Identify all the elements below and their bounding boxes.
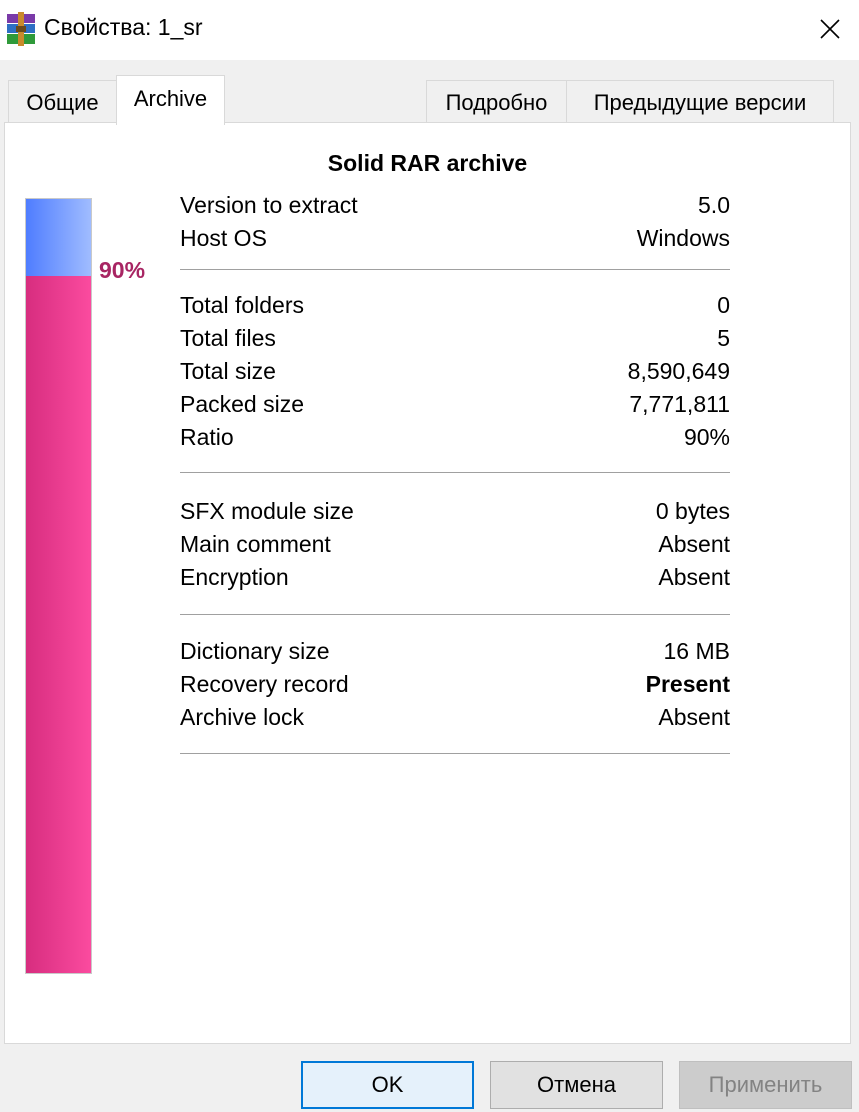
tab-archive[interactable]: Archive [116,75,225,125]
archive-type-heading: Solid RAR archive [327,150,528,176]
info-label: Version to extract [180,192,358,218]
info-label: SFX module size [180,498,354,524]
info-label: Main comment [180,531,331,557]
info-row: Total files 5 [180,322,730,355]
tab-details[interactable]: Подробно [426,80,567,124]
info-value: 8,590,649 [627,358,730,384]
info-row: Packed size 7,771,811 [180,388,730,421]
info-group: Dictionary size 16 MB Recovery record Prese… [180,615,730,754]
info-label: Total files [180,325,276,351]
info-label: Encryption [180,564,289,590]
info-value: 5 [717,325,730,351]
close-button[interactable] [800,0,859,58]
compression-ratio-bar [25,198,92,974]
info-value: 16 MB [663,638,730,664]
info-value: 0 [717,292,730,318]
tab-general[interactable]: Общие [8,80,117,124]
apply-button[interactable]: Применить [679,1061,852,1109]
info-row: Ratio 90% [180,421,730,454]
info-value: Absent [658,564,730,590]
info-row: Recovery record Present [180,668,730,701]
cancel-button[interactable]: Отмена [490,1061,663,1109]
info-value: Windows [636,225,730,251]
info-label: Total folders [180,292,305,318]
info-value: 0 bytes [655,498,730,524]
info-label: Dictionary size [180,638,330,664]
info-row: Archive lock Absent [180,701,730,734]
ratio-bar-saved-portion [26,199,91,276]
ok-button[interactable]: OK [301,1061,474,1109]
info-label: Ratio [180,424,234,450]
info-row: Main comment Absent [180,528,730,561]
info-label: Packed size [180,391,305,417]
info-value: Absent [658,704,730,730]
info-row: Total size 8,590,649 [180,355,730,388]
info-group: SFX module size 0 bytes Main comment Absent… [180,473,730,615]
info-label: Total size [180,358,276,384]
info-value: Absent [658,531,730,557]
ratio-percent-label: 90% [99,257,146,283]
tab-strip: Общие Archive Подробно Предыдущие версии [0,60,859,125]
info-row: Total folders 0 [180,289,730,322]
close-icon [819,19,840,39]
info-row: Host OS Windows [180,222,730,255]
info-group: Total folders 0 Total files 5 Total size 8,59… [180,270,730,473]
info-group: Version to extract 5.0 Host OS Windows [180,189,730,270]
info-row: Encryption Absent [180,561,730,594]
info-label: Recovery record [180,671,349,697]
archive-info-list: Version to extract 5.0 Host OS Windows Total… [180,189,730,754]
info-label: Host OS [180,225,267,251]
info-value: 90% [683,424,730,450]
window-title: Свойства: 1_sr [44,14,203,40]
info-row: SFX module size 0 bytes [180,495,730,528]
info-label: Archive lock [180,704,304,730]
winrar-archive-icon [7,12,35,46]
info-value: 5.0 [698,192,730,218]
info-value: 7,771,811 [629,391,730,417]
tab-previous-versions[interactable]: Предыдущие версии [566,80,834,124]
archive-panel: Solid RAR archive 90% Version to extract… [4,122,851,1044]
info-value: Present [645,671,730,697]
title-bar: Свойства: 1_sr [0,0,859,60]
info-row: Version to extract 5.0 [180,189,730,222]
info-row: Dictionary size 16 MB [180,635,730,668]
